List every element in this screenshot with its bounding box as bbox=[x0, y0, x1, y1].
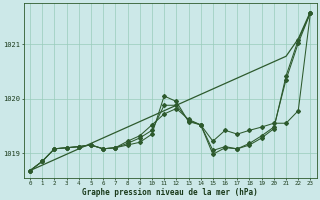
X-axis label: Graphe pression niveau de la mer (hPa): Graphe pression niveau de la mer (hPa) bbox=[82, 188, 258, 197]
